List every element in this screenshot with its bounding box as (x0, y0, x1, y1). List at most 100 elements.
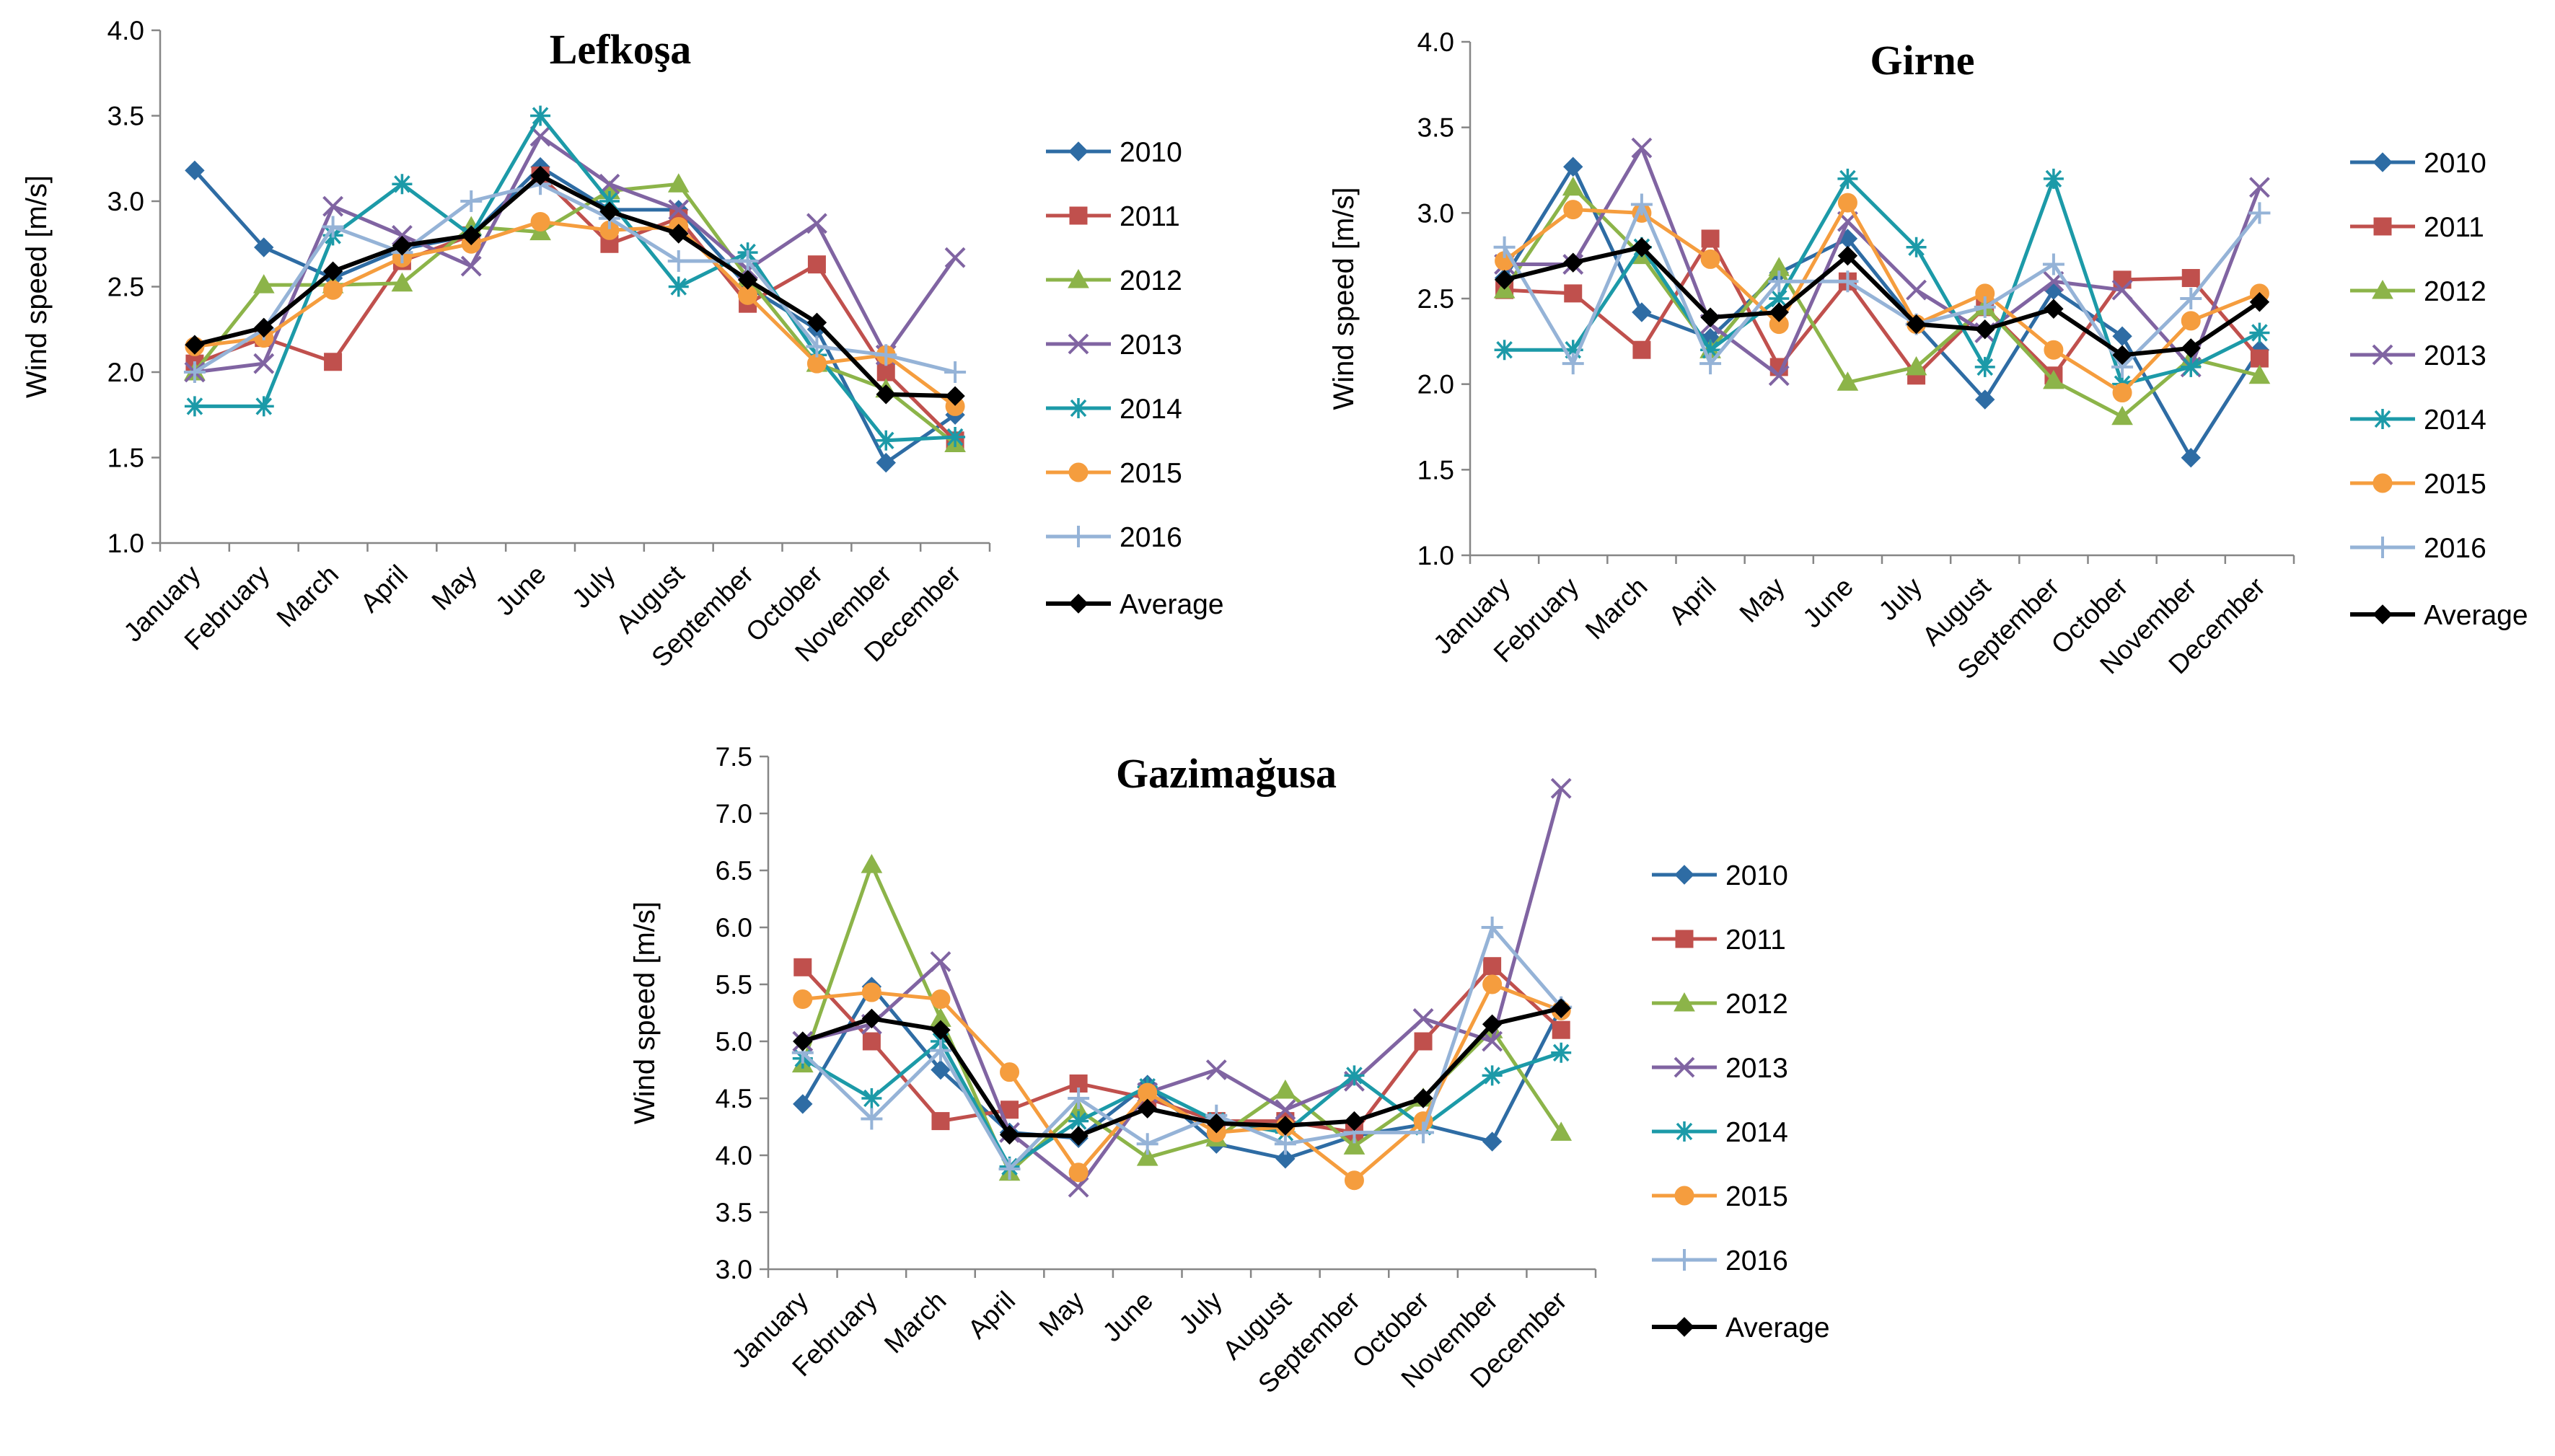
data-point-2015 (2044, 340, 2064, 360)
legend-label-2012: 2012 (1120, 265, 1182, 296)
chart-title: Gazimağusa (1116, 750, 1337, 797)
data-point-2011 (876, 363, 895, 381)
data-point-2016 (1068, 1087, 1090, 1109)
legend-label-2010: 2010 (1725, 860, 1788, 891)
data-point-2014 (1344, 1065, 1365, 1086)
legend-label-2015: 2015 (2424, 469, 2486, 500)
y-tick-label: 1.5 (1417, 455, 1454, 485)
legend-marker-2014 (1674, 1121, 1694, 1142)
data-point-2011 (862, 1032, 881, 1051)
data-point-2013 (668, 199, 690, 221)
series-line-2015 (1503, 200, 2261, 395)
y-axis-label: Wind speed [m/s] (1328, 187, 1360, 410)
data-point-2014 (2043, 168, 2064, 189)
series-2011 (793, 957, 1570, 1142)
data-point-2011 (324, 353, 343, 371)
data-point-2010 (1482, 1131, 1503, 1152)
data-point-2015 (323, 280, 343, 300)
data-point-2014 (253, 396, 274, 417)
data-point-2014 (1482, 1065, 1503, 1086)
data-point-2016 (1768, 270, 1790, 293)
data-point-average (322, 261, 343, 281)
series-2013 (792, 777, 1572, 1198)
chart-gazimagusa: Gazimağusa 3.0 3.5 4.0 4.5 5.0 5.5 6.0 6.5 7.0 7.5… (629, 742, 1830, 1399)
data-point-2011 (1414, 1032, 1433, 1051)
series-average (793, 998, 1571, 1146)
data-point-2013 (392, 224, 413, 246)
y-tick-label: 3.0 (716, 1255, 752, 1284)
data-point-2015 (530, 211, 550, 231)
data-point-2014 (1700, 340, 1721, 361)
y-tick-label: 2.5 (1417, 284, 1454, 314)
data-point-2013 (806, 213, 827, 234)
legend-label-2014: 2014 (1120, 394, 1182, 425)
series-average (1494, 237, 2270, 366)
data-point-2016 (1412, 1121, 1435, 1144)
series-2014 (792, 1031, 1572, 1177)
series-2013 (184, 125, 966, 383)
legend-label-2012: 2012 (1725, 989, 1788, 1020)
data-point-2011 (1701, 229, 1720, 248)
data-point-average (945, 386, 965, 406)
data-point-2013 (1205, 1059, 1227, 1080)
data-point-average (876, 384, 896, 405)
legend-label-2013: 2013 (1725, 1053, 1788, 1084)
data-point-2014 (1769, 288, 1790, 309)
data-point-average (1482, 1014, 1503, 1035)
series-2016 (791, 917, 1573, 1180)
data-point-2011 (1564, 284, 1583, 303)
data-point-average (1837, 245, 1858, 266)
data-point-2011 (807, 255, 826, 274)
legend-label-2011: 2011 (1725, 925, 1786, 956)
data-point-2013 (1550, 777, 1572, 799)
series-line-2015 (194, 219, 957, 408)
data-point-2013 (2249, 177, 2270, 198)
y-tick-label: 3.0 (1417, 198, 1454, 228)
legend-marker-2010 (2372, 152, 2393, 172)
legend-marker-2015 (1674, 1186, 1694, 1206)
y-tick-label: 4.0 (1417, 27, 1454, 57)
y-tick-label: 3.5 (716, 1198, 752, 1227)
chart-girne: Girne1.01.52.02.53.03.54.0JanuaryFebruar… (1328, 27, 2528, 685)
data-point-2015 (861, 982, 881, 1002)
y-tick-label: 4.0 (107, 16, 144, 45)
data-point-average (1494, 270, 1515, 290)
data-point-2012 (1905, 356, 1927, 376)
data-point-2011 (1001, 1100, 1019, 1119)
data-point-2011 (2250, 349, 2269, 368)
data-point-2016 (2042, 253, 2064, 275)
data-point-2014 (1562, 340, 1583, 361)
data-point-2013 (599, 173, 620, 195)
data-point-2013 (1068, 1176, 1089, 1198)
data-point-average (1906, 314, 1927, 335)
legend-label-average: Average (1120, 589, 1224, 620)
data-point-2016 (667, 250, 690, 272)
data-point-average (999, 1124, 1020, 1145)
data-point-2014 (392, 174, 413, 195)
x-tick-label-march: March (879, 1286, 952, 1359)
series-line-2012 (193, 182, 957, 446)
data-point-2015 (793, 989, 813, 1010)
legend-marker-2012 (1068, 268, 1089, 288)
data-point-2014 (876, 430, 897, 451)
series-line-2014 (801, 1039, 1562, 1169)
data-point-average (392, 235, 413, 256)
legend: 2010 2011 2012 2013 2014 2015 2016 Average (2350, 148, 2528, 631)
y-tick-label: 1.5 (107, 444, 144, 473)
legend-marker-2010 (1068, 141, 1089, 162)
data-point-2015 (1837, 193, 1857, 213)
data-point-2013 (930, 950, 951, 972)
x-tick-label-june: June (490, 560, 552, 622)
legend-label-2010: 2010 (2424, 148, 2486, 179)
series-average (185, 165, 965, 406)
x-tick-label-april: April (962, 1286, 1021, 1344)
data-point-average (1700, 307, 1720, 327)
data-point-2015 (2112, 383, 2132, 403)
data-point-2016 (875, 344, 897, 366)
data-point-2014 (1068, 1111, 1089, 1131)
data-point-2016 (1974, 296, 1996, 318)
data-point-2016 (183, 361, 206, 383)
legend-marker-average (1068, 594, 1089, 614)
data-point-average (793, 1031, 813, 1051)
data-point-2014 (1494, 340, 1515, 361)
